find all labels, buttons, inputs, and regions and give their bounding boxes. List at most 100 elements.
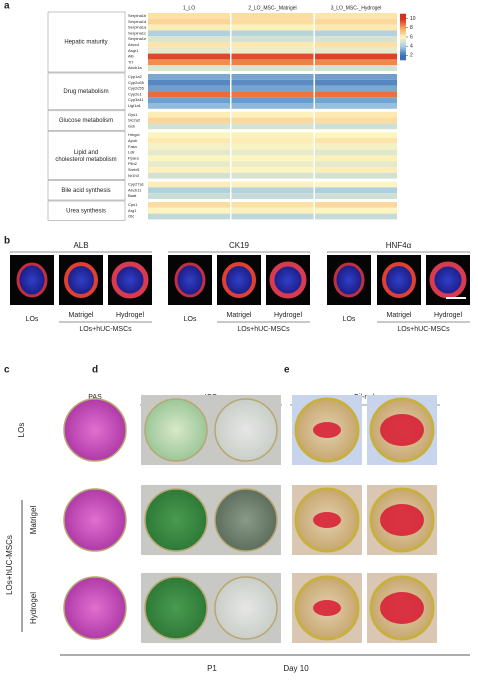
heat-cell (315, 213, 397, 220)
heat-cell (148, 187, 230, 194)
organoid (63, 576, 127, 640)
sample-label: LOs (343, 316, 356, 323)
heat-cell (315, 24, 397, 31)
gene-label: Hmgcr (128, 132, 140, 137)
colorbar-tick-label: 6 (410, 34, 413, 40)
colorbar-step (400, 57, 406, 60)
gene-label: Alb (128, 54, 135, 59)
gene-label: Gck (128, 123, 135, 128)
heat-cell (231, 149, 314, 156)
heat-cell (231, 65, 314, 71)
gene-label: Cyp3a11 (128, 97, 144, 102)
heat-cell (231, 202, 314, 208)
lipid-stain (313, 422, 341, 438)
heat-cell (315, 42, 397, 48)
colorbar-step (400, 49, 406, 52)
colorbar-step (400, 34, 406, 37)
colorbar-step (400, 30, 406, 33)
heat-cell (148, 65, 230, 71)
lipid-stain (313, 600, 341, 616)
group-label: Drug metabolism (63, 89, 108, 95)
heat-cell (148, 149, 230, 156)
gene-label: Asgr1 (128, 48, 139, 53)
column-label: 3_LO_MSC-_Hydrogel (331, 5, 382, 11)
heat-cell (148, 53, 230, 60)
scale-bar (446, 297, 466, 299)
heat-cell (231, 59, 314, 66)
gene-label: Abcc4 (128, 42, 140, 47)
colorbar-step (400, 47, 406, 49)
colorbar-step (400, 29, 406, 32)
colorbar-step (400, 36, 406, 39)
gene-label: Nr1h3 (128, 173, 140, 178)
group-label: Glucose metabolism (59, 118, 113, 124)
heat-cell (231, 24, 314, 31)
group-box (47, 180, 126, 201)
heat-cell (231, 117, 314, 124)
gene-label: Serpina1c (128, 30, 146, 35)
heat-cell (315, 132, 397, 138)
colorbar-step (400, 21, 406, 24)
organoid-stain (111, 261, 149, 299)
panel-label: c (4, 365, 10, 376)
heat-cell (148, 207, 230, 214)
panel-title: PAS (88, 394, 102, 401)
heat-cell (231, 207, 314, 214)
heat-cell (231, 47, 314, 54)
group-label: Urea synthesis (66, 208, 106, 214)
heat-cell (315, 30, 397, 37)
lipid-stain (380, 592, 424, 624)
sample-label: Matrigel (227, 312, 252, 319)
gene-label: Fasn (128, 144, 137, 149)
panel-label: d (92, 365, 98, 376)
organoid-stain (16, 262, 48, 298)
sample-label: Hydrogel (434, 312, 462, 319)
gene-label: Ugt1a1 (128, 103, 142, 108)
heat-cell (315, 167, 397, 173)
colorbar-step (400, 37, 406, 40)
heat-cell (148, 202, 230, 208)
heat-cell (231, 85, 314, 92)
organoid-stain (174, 262, 206, 298)
heat-cell (148, 97, 230, 103)
heat-cell (315, 111, 397, 118)
colorbar-step (400, 14, 406, 17)
heat-cell (148, 172, 230, 179)
row-label: Hydrogel (29, 592, 38, 624)
heat-cell (148, 13, 230, 19)
organoid-stain (222, 262, 256, 298)
heat-cell (148, 24, 230, 31)
heat-cell (315, 103, 397, 109)
gene-label: Cyp27a1 (128, 182, 145, 187)
heat-cell (315, 172, 397, 179)
heat-cell (231, 42, 314, 48)
stain-title: HNF4α (386, 241, 412, 250)
heat-cell (148, 123, 230, 130)
colorbar-step (400, 55, 406, 57)
heat-cell (315, 181, 397, 188)
heat-cell (231, 97, 314, 103)
lipid-stain (380, 414, 424, 446)
colorbar-step (400, 42, 406, 45)
heat-cell (315, 138, 397, 144)
colorbar-step (400, 58, 406, 61)
organoid-stain (429, 261, 467, 299)
sample-label: LOs (26, 316, 39, 323)
group-label: LOs+hUC-MSCs (397, 326, 450, 333)
organoid (63, 398, 127, 462)
heat-cell (148, 42, 230, 48)
heat-cell (315, 47, 397, 54)
organoid (144, 576, 208, 640)
sample-label: LOs (184, 316, 197, 323)
gene-label: Serpina1d (128, 19, 146, 24)
heat-cell (231, 172, 314, 179)
gene-label: Abcb1a (128, 65, 142, 70)
colorbar-step (400, 43, 406, 46)
heat-cell (315, 74, 397, 80)
organoid (63, 488, 127, 552)
heat-cell (315, 79, 397, 86)
colorbar-step (400, 48, 406, 50)
colorbar-step (400, 24, 406, 26)
gene-label: Baat (128, 193, 137, 198)
colorbar-step (400, 41, 406, 44)
